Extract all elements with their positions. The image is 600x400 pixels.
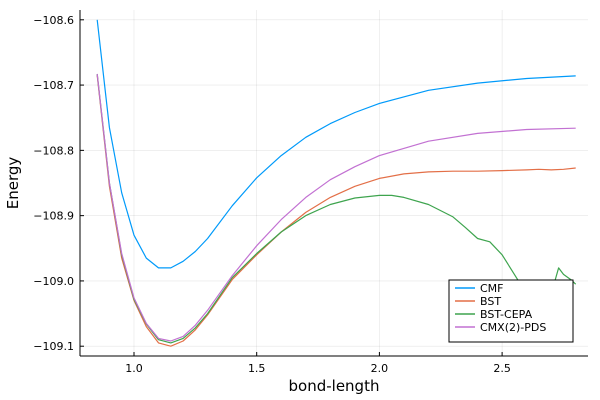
- x-tick-label: 2.5: [493, 362, 511, 375]
- axes: [79, 10, 588, 357]
- legend-label: CMX(2)-PDS: [480, 321, 546, 334]
- x-tick-label: 2.0: [371, 362, 389, 375]
- y-tick-label: −108.8: [33, 144, 74, 157]
- y-axis-label: Energy: [4, 157, 22, 210]
- series-lines: [96, 19, 577, 347]
- y-tick-label: −108.6: [33, 14, 74, 27]
- x-tick-label: 1.5: [248, 362, 266, 375]
- y-tick-label: −108.9: [33, 210, 74, 223]
- y-tick-label: −109.1: [33, 340, 74, 353]
- y-tick-label: −108.7: [33, 79, 74, 92]
- series-line-bst: [96, 75, 576, 347]
- x-axis-label: bond-length: [289, 377, 380, 395]
- y-tick-label: −109.0: [33, 275, 74, 288]
- legend-label: BST-CEPA: [480, 308, 533, 321]
- legend-box: [448, 279, 574, 343]
- legend-label: CMF: [480, 282, 504, 295]
- tick-labels: 1.0 1.5 2.0 2.5 −109.1 −109.0 −108.9 −108.8 −108…: [33, 14, 511, 375]
- x-tick-label: 1.0: [125, 362, 143, 375]
- series-line-cmf: [96, 19, 576, 269]
- legend-label: BST: [480, 295, 501, 308]
- gridlines: [80, 10, 588, 356]
- series-line-cmx-2-pds: [96, 73, 576, 342]
